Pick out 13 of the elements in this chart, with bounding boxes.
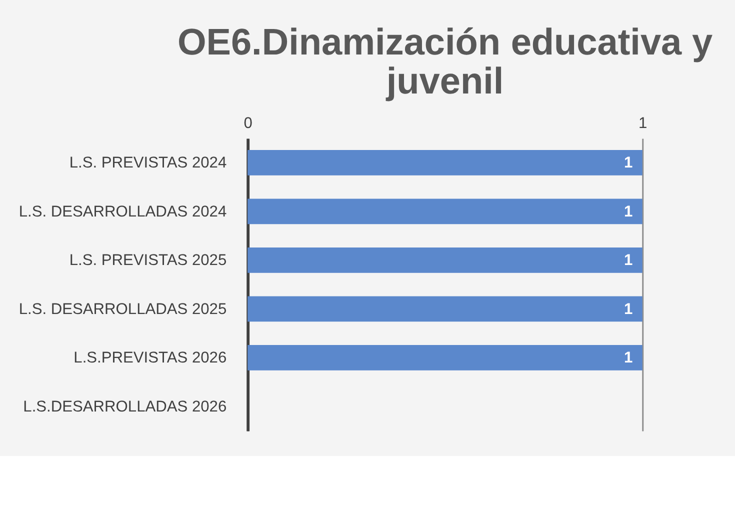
data-label: 1 <box>624 300 633 318</box>
y-tick-label: L.S. PREVISTAS 2025 <box>69 252 227 270</box>
x-tick-label: 0 <box>244 115 253 132</box>
data-label: 1 <box>624 203 633 220</box>
y-tick-label: L.S. DESARROLLADAS 2024 <box>18 203 227 220</box>
y-tick-label: L.S.PREVISTAS 2026 <box>74 350 227 367</box>
chart-title: OE6.Dinamización educativa y juvenil <box>177 20 713 102</box>
data-label: 1 <box>624 154 633 172</box>
y-tick-label: L.S. PREVISTAS 2024 <box>69 154 227 172</box>
y-tick-label: L.S. DESARROLLADAS 2025 <box>18 300 227 318</box>
y-tick-label: L.S.DESARROLLADAS 2026 <box>23 398 227 416</box>
data-label: 1 <box>624 252 633 270</box>
data-label: 1 <box>624 350 633 367</box>
